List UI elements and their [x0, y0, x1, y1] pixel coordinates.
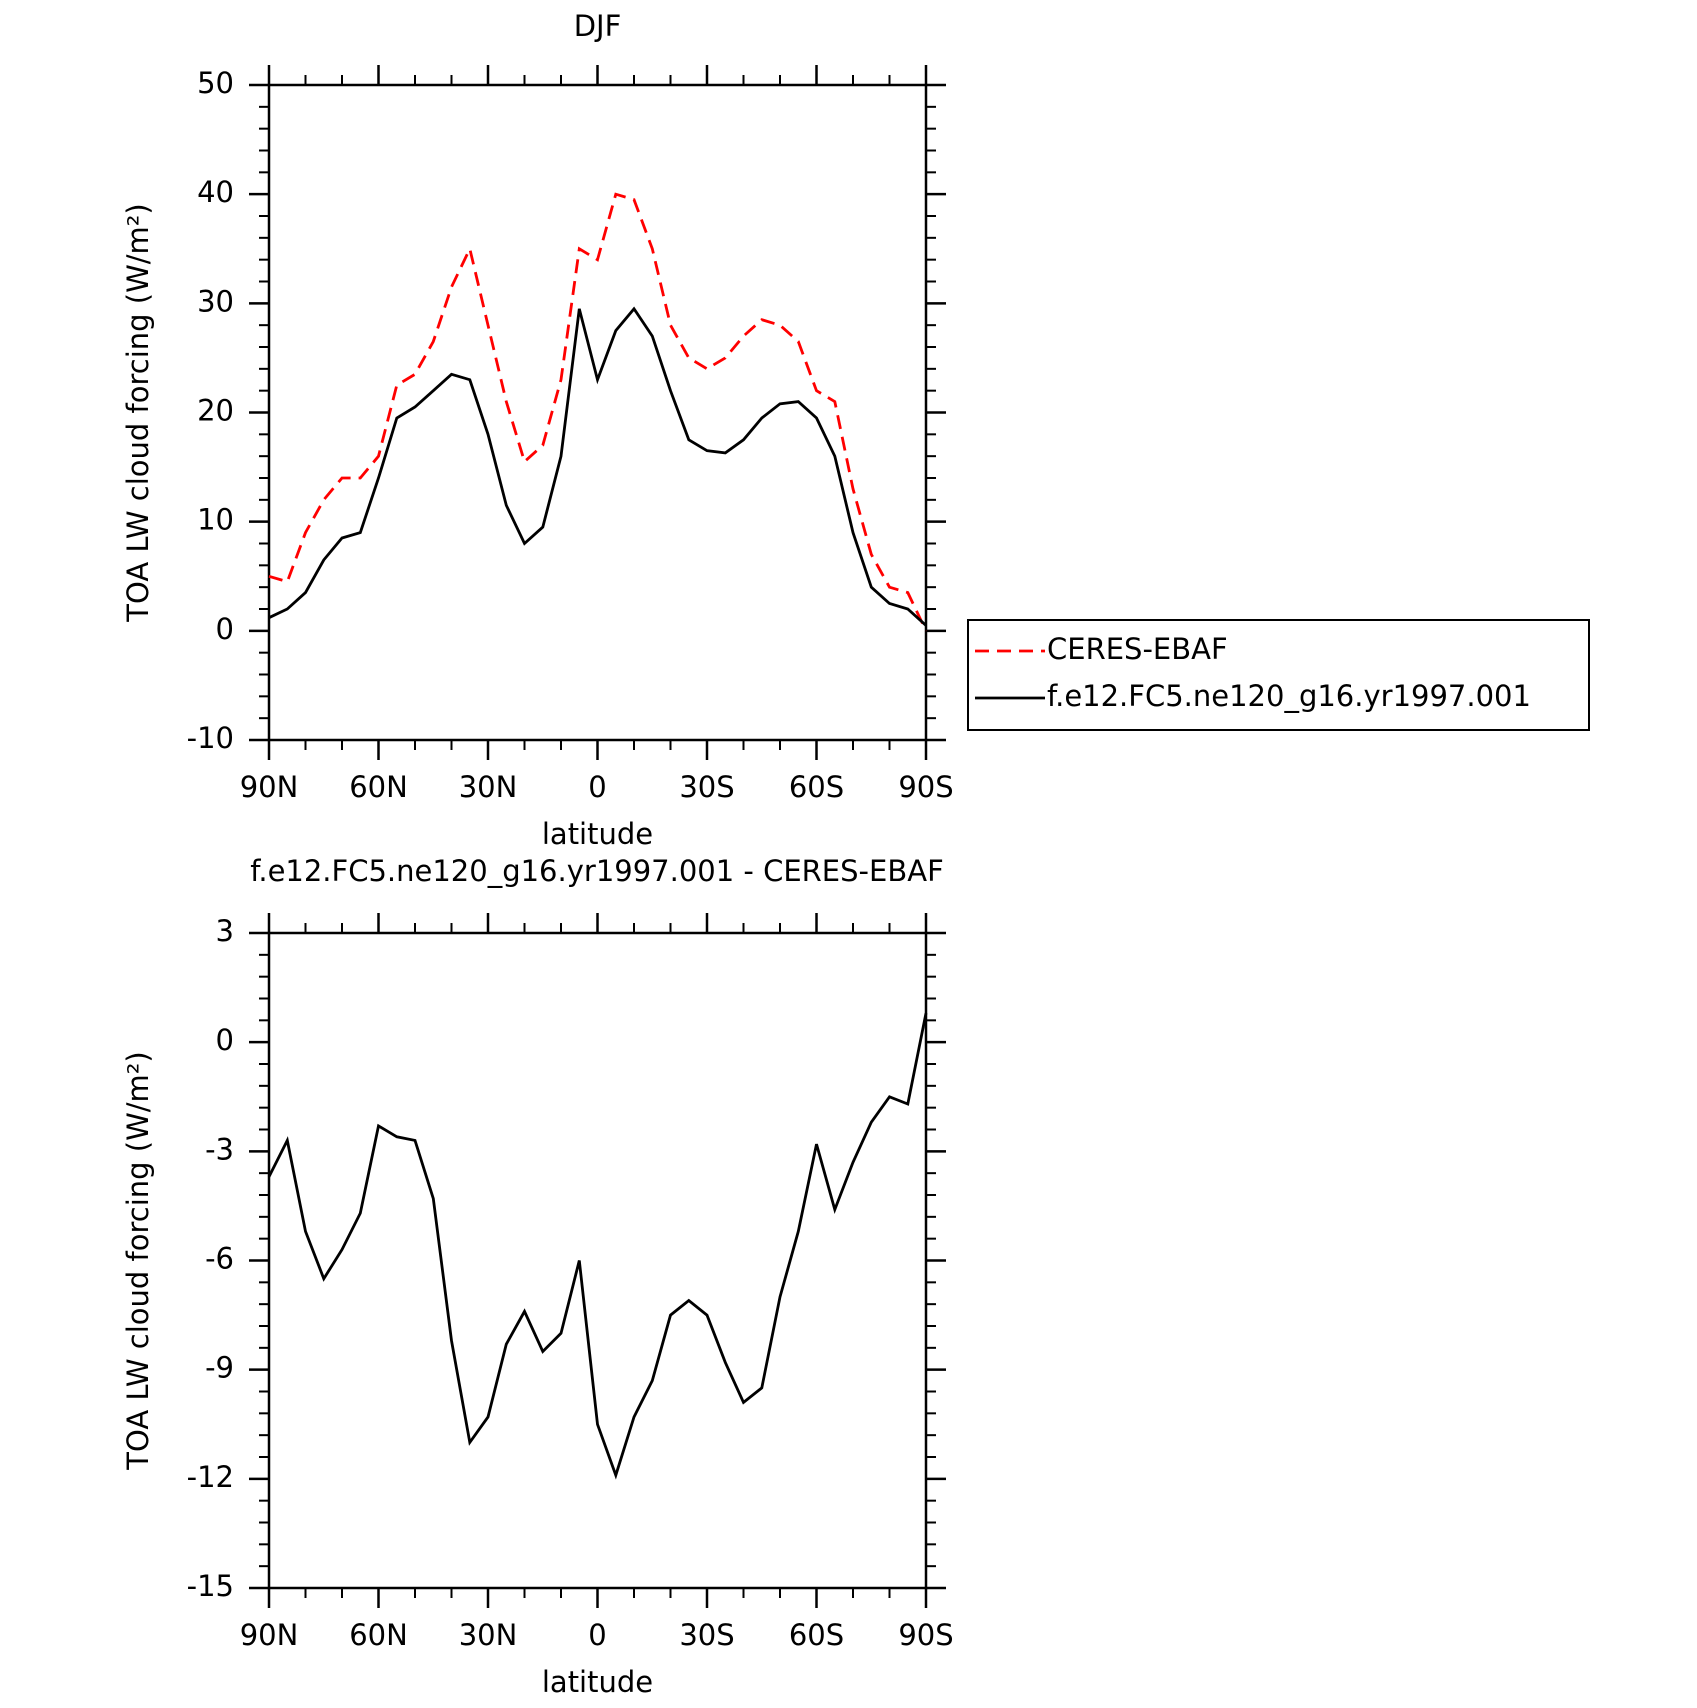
chart-title: DJF — [574, 9, 622, 43]
y-tick-label: 10 — [197, 503, 234, 537]
plot-frame — [267, 931, 928, 1590]
x-tick-label: 90N — [240, 1618, 299, 1652]
y-tick-label: 0 — [216, 612, 234, 646]
data-line — [268, 306, 927, 627]
y-axis-label: TOA LW cloud forcing (W/m²) — [121, 1051, 155, 1470]
x-tick-label: 0 — [588, 1618, 606, 1652]
x-tick-label: 90N — [240, 770, 299, 804]
x-tick-label: 30S — [679, 770, 734, 804]
x-tick-label: 60S — [789, 770, 844, 804]
x-tick-label: 30N — [459, 770, 518, 804]
x-axis-label: latitude — [542, 817, 653, 851]
x-axis-label: latitude — [542, 1665, 653, 1699]
y-tick-label: 20 — [197, 394, 234, 428]
legend-label: CERES-EBAF — [1047, 632, 1228, 666]
y-tick-label: -3 — [205, 1132, 234, 1166]
y-tick-label: -6 — [205, 1242, 234, 1276]
data-line — [267, 1012, 928, 1480]
x-tick-label: 30S — [679, 1618, 734, 1652]
y-tick-label: 3 — [216, 914, 234, 948]
y-tick-label: -9 — [205, 1351, 234, 1385]
plot-frame — [267, 83, 928, 742]
y-tick-label: -12 — [187, 1460, 234, 1494]
legend-box — [967, 619, 1590, 731]
legend-label: f.e12.FC5.ne120_g16.yr1997.001 — [1047, 679, 1531, 713]
y-tick-label: 0 — [216, 1023, 234, 1057]
x-tick-label: 90S — [898, 770, 953, 804]
x-tick-label: 60N — [349, 1618, 408, 1652]
x-tick-label: 30N — [459, 1618, 518, 1652]
x-tick-label: 90S — [898, 1618, 953, 1652]
data-line — [268, 192, 928, 632]
chart-title: f.e12.FC5.ne120_g16.yr1997.001 - CERES-E… — [250, 854, 944, 888]
x-tick-label: 0 — [588, 770, 606, 804]
x-tick-label: 60S — [789, 1618, 844, 1652]
y-tick-label: 50 — [197, 66, 234, 100]
x-tick-label: 60N — [349, 770, 408, 804]
y-tick-label: 30 — [197, 284, 234, 318]
y-axis-label: TOA LW cloud forcing (W/m²) — [121, 203, 155, 622]
y-tick-label: -10 — [187, 721, 234, 755]
y-tick-label: 40 — [197, 175, 234, 209]
y-tick-label: -15 — [187, 1569, 234, 1603]
